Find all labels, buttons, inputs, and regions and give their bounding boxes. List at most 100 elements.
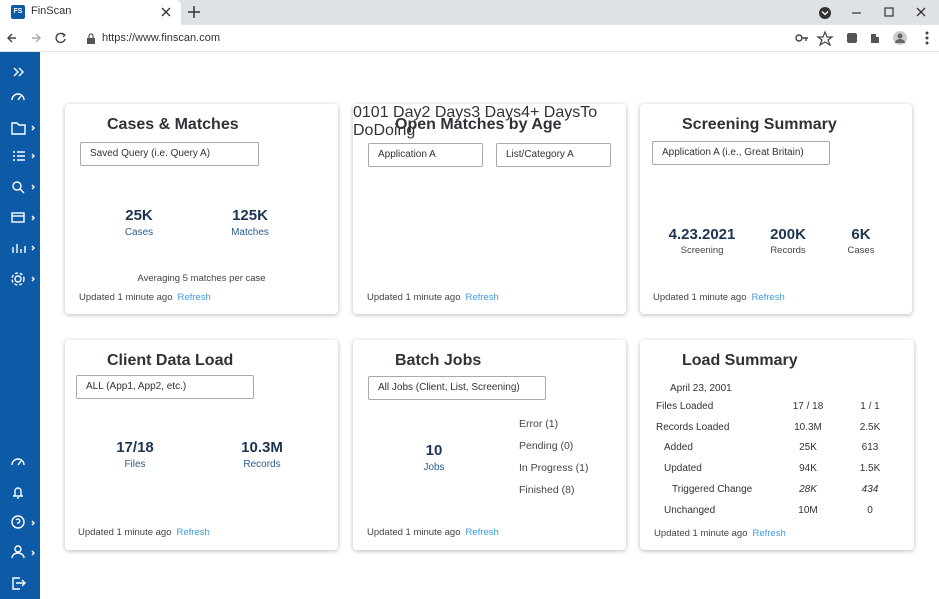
url[interactable]: https://www.finscan.com <box>102 32 220 44</box>
column-header: List <box>862 383 878 394</box>
legend-label: In Progress (1) <box>519 462 589 474</box>
address-row: https://www.finscan.com <box>0 25 939 52</box>
bar-chart: 0101 Day2 Days3 Days4+ DaysTo DoDoing <box>353 104 626 140</box>
donut-value: 17/18 <box>116 439 154 456</box>
card-title: Cases & Matches <box>107 116 239 133</box>
client-value: 10M <box>798 504 818 516</box>
legend-label: Pending (0) <box>519 440 574 452</box>
stat-label: Records <box>770 245 806 256</box>
load-summary-card: Load Summary April 23, 2001 Client List File… <box>640 340 914 550</box>
donut-label: Records <box>243 459 281 470</box>
updated-text: Updated 1 minute ago <box>653 292 747 303</box>
donut-label: Cases <box>124 227 154 238</box>
x-tick-label: 3 Days <box>471 104 522 121</box>
screening-summary-card: Screening Summary Application A (i.e., Gr… <box>640 104 912 314</box>
donut-value: 10.3M <box>241 439 283 456</box>
updated-text: Updated 1 minute ago <box>367 527 461 538</box>
updated-row: Updated 1 minute ago Refresh <box>654 528 786 539</box>
updated-text: Updated 1 minute ago <box>654 528 748 539</box>
column-header: Client <box>789 383 815 394</box>
refresh-link[interactable]: Refresh <box>176 527 210 538</box>
legend-label: Error (1) <box>519 418 559 430</box>
updated-row: Updated 1 minute ago Refresh <box>653 292 785 303</box>
row-label: Records Loaded <box>656 421 730 433</box>
menu-dots[interactable] <box>924 31 930 45</box>
updated-text: Updated 1 minute ago <box>78 527 172 538</box>
client-value: 10.3M <box>794 421 822 433</box>
dropdown[interactable]: All Jobs (Client, List, Screening) <box>368 376 546 400</box>
stat-label: Cases <box>847 245 875 256</box>
row-label: Updated <box>664 463 702 475</box>
dropdown-text: List/Category A <box>506 149 574 160</box>
nav-buttons[interactable] <box>6 31 70 45</box>
window-controls[interactable] <box>815 4 939 22</box>
updated-text: Updated 1 minute ago <box>367 292 461 303</box>
client-value: 25K <box>799 442 817 454</box>
legend-label: To Do <box>353 104 598 139</box>
new-tab[interactable] <box>188 6 200 18</box>
legend-label: Finished (8) <box>519 484 575 496</box>
client-value: 17 / 18 <box>792 401 824 412</box>
client-value: 28K <box>799 483 817 495</box>
list-value: 434 <box>861 483 879 495</box>
x-tick-label: 1 Day <box>379 104 422 121</box>
list-value: 0 <box>867 504 873 516</box>
card-title: Screening Summary <box>682 116 837 133</box>
tab-close[interactable] <box>161 7 171 17</box>
favicon: FS <box>11 5 25 19</box>
card-title: Open Matches by Age <box>395 116 562 133</box>
dropdown[interactable]: List/Category A <box>496 143 611 167</box>
donut-label: Files <box>124 459 146 470</box>
updated-row: Updated 1 minute ago Refresh <box>367 292 499 303</box>
dropdown[interactable]: ALL (App1, App2, etc.) <box>76 375 254 399</box>
list-value: 613 <box>861 442 879 454</box>
lock-icon <box>87 33 95 44</box>
row-label: Unchanged <box>664 504 716 516</box>
refresh-link[interactable]: Refresh <box>177 292 211 303</box>
refresh-link[interactable]: Refresh <box>465 292 499 303</box>
y-tick-label: 10 <box>361 104 380 121</box>
cases-matches-card: Cases & Matches Saved Query (i.e. Query A… <box>65 104 338 314</box>
row-label: Triggered Change <box>672 483 753 495</box>
updated-row: Updated 1 minute ago Refresh <box>78 527 210 538</box>
donut-label: Matches <box>231 227 269 238</box>
stat-label: Screening <box>680 245 724 256</box>
stat-value: 200K <box>770 226 806 243</box>
donut-value: 10 <box>425 442 443 459</box>
dropdown-text: Application A (i.e., Great Britain) <box>662 147 804 158</box>
dropdown-text: ALL (App1, App2, etc.) <box>86 381 187 392</box>
sidebar <box>0 52 40 599</box>
stat-value: 4.23.2021 <box>668 226 736 243</box>
list-value: 2.5K <box>859 421 881 433</box>
card-title: Client Data Load <box>107 352 234 369</box>
list-value: 1 / 1 <box>860 401 880 412</box>
donut-value: 25K <box>125 207 153 224</box>
card-title: Batch Jobs <box>395 352 482 369</box>
updated-row: Updated 1 minute ago Refresh <box>79 292 211 303</box>
updated-text: Updated 1 minute ago <box>79 292 173 303</box>
dropdown[interactable]: Application A (i.e., Great Britain) <box>652 141 830 165</box>
dropdown-text: All Jobs (Client, List, Screening) <box>378 382 520 393</box>
updated-row: Updated 1 minute ago Refresh <box>367 527 499 538</box>
card-title: Load Summary <box>682 352 798 369</box>
list-value: 1.5K <box>859 463 881 475</box>
x-tick-label: 4+ Days <box>521 104 581 121</box>
batch-jobs-card: Batch Jobs All Jobs (Client, List, Screen… <box>353 340 626 550</box>
dropdown[interactable]: Application A <box>368 143 483 167</box>
donut-label: Jobs <box>423 462 445 473</box>
client-value: 94K <box>799 463 817 475</box>
table-date: April 23, 2001 <box>670 383 732 394</box>
browser-tab[interactable]: FS FinScan <box>0 0 181 25</box>
dropdown-text: Application A <box>378 149 436 160</box>
refresh-link[interactable]: Refresh <box>465 527 499 538</box>
tab-title: FinScan <box>31 5 72 17</box>
refresh-link[interactable]: Refresh <box>752 528 786 539</box>
open-matches-card: Open Matches by Age Application A List/Cat… <box>353 104 626 314</box>
client-data-load-card: Client Data Load ALL (App1, App2, etc.) 17… <box>65 340 338 550</box>
refresh-link[interactable]: Refresh <box>751 292 785 303</box>
dropdown[interactable]: Saved Query (i.e. Query A) <box>80 142 259 166</box>
row-label: Added <box>664 442 693 454</box>
toolbar-icons[interactable] <box>793 30 913 46</box>
sidebar-icons[interactable] <box>0 52 40 599</box>
